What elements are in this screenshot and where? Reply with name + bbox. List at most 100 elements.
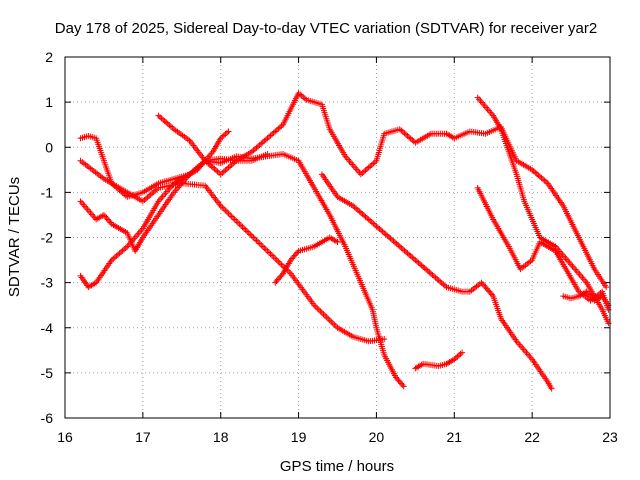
data-point: [114, 251, 121, 258]
data-point: [373, 223, 380, 230]
data-point: [362, 213, 369, 220]
data-point: [220, 132, 227, 139]
data-point: [421, 265, 428, 272]
data-point: [312, 303, 319, 310]
data-point: [315, 306, 322, 313]
x-tick-label: 20: [369, 429, 385, 445]
data-point: [412, 257, 419, 264]
data-point: [155, 112, 162, 119]
data-point: [603, 284, 610, 291]
data-point: [269, 131, 276, 138]
data-point: [354, 206, 361, 213]
y-tick-label: -6: [41, 410, 54, 426]
data-point: [434, 276, 441, 283]
plot-frame: [64, 56, 611, 419]
data-point: [393, 240, 400, 247]
x-axis-label: GPS time / hours: [280, 458, 394, 475]
data-point: [322, 312, 329, 319]
series-arc-8: [412, 349, 466, 372]
data-point: [536, 173, 543, 180]
data-point: [256, 240, 263, 247]
data-point: [111, 254, 118, 261]
data-point: [262, 136, 269, 143]
data-point: [267, 132, 274, 139]
data-point: [255, 143, 262, 150]
data-point: [403, 248, 410, 255]
data-point: [259, 139, 266, 146]
data-point: [166, 122, 173, 129]
data-point: [420, 263, 427, 270]
data-point: [365, 164, 372, 171]
data-point: [118, 248, 125, 255]
data-point: [427, 270, 434, 277]
data-point: [300, 94, 307, 101]
series-arc-9: [474, 94, 612, 327]
data-point: [250, 234, 257, 241]
data-point: [368, 161, 375, 168]
data-point: [223, 165, 230, 172]
data-point: [219, 169, 226, 176]
data-point: [329, 320, 336, 327]
data-point: [258, 140, 265, 147]
data-point: [356, 208, 363, 215]
data-point: [239, 223, 246, 230]
data-point: [264, 248, 271, 255]
data-point: [314, 305, 321, 312]
data-point: [326, 317, 333, 324]
data-point: [418, 262, 425, 269]
data-point: [217, 171, 224, 178]
series-arc-6: [272, 234, 341, 286]
data-point: [253, 144, 260, 151]
data-point: [540, 176, 547, 183]
series-arc-3: [77, 151, 271, 255]
data-point: [325, 315, 332, 322]
data-point: [156, 114, 163, 121]
data-point: [406, 134, 413, 141]
y-tick-label: -1: [41, 184, 54, 200]
data-point: [426, 269, 433, 276]
data-point: [223, 129, 230, 136]
data-point: [253, 237, 260, 244]
y-axis-label: SDTVAR / TECUs: [6, 177, 23, 297]
data-point: [222, 167, 229, 174]
data-point: [533, 170, 540, 177]
data-point: [404, 132, 411, 139]
data-point: [401, 247, 408, 254]
data-point: [334, 239, 341, 246]
data-point: [158, 115, 165, 122]
data-point: [228, 213, 235, 220]
x-tick-label: 19: [291, 429, 307, 445]
x-tick-label: 21: [446, 429, 462, 445]
data-point: [396, 243, 403, 250]
data-point: [364, 215, 371, 222]
data-point: [360, 168, 367, 175]
data-point: [276, 260, 283, 267]
data-point: [399, 246, 406, 253]
data-point: [122, 244, 129, 251]
data-point: [248, 232, 255, 239]
y-tick-label: -3: [41, 275, 54, 291]
data-point: [320, 311, 327, 318]
data-point: [387, 235, 394, 242]
data-point: [535, 172, 542, 179]
data-point: [209, 164, 216, 171]
data-point: [223, 208, 230, 215]
x-tick-labels: 16 17 18 19 20 21 22 23: [57, 429, 618, 445]
data-point: [121, 246, 128, 253]
data-point: [374, 224, 381, 231]
data-point: [378, 227, 385, 234]
data-point: [146, 192, 153, 199]
data-point: [147, 191, 154, 198]
data-point: [245, 229, 252, 236]
data-point: [206, 161, 213, 168]
data-point: [437, 278, 444, 285]
x-tick-label: 23: [602, 429, 618, 445]
data-point: [357, 209, 364, 216]
data-point: [323, 314, 330, 321]
data-point: [413, 258, 420, 265]
data-point: [370, 220, 377, 227]
data-point: [359, 211, 366, 218]
y-tick-label: -5: [41, 365, 54, 381]
data-point: [365, 216, 372, 223]
